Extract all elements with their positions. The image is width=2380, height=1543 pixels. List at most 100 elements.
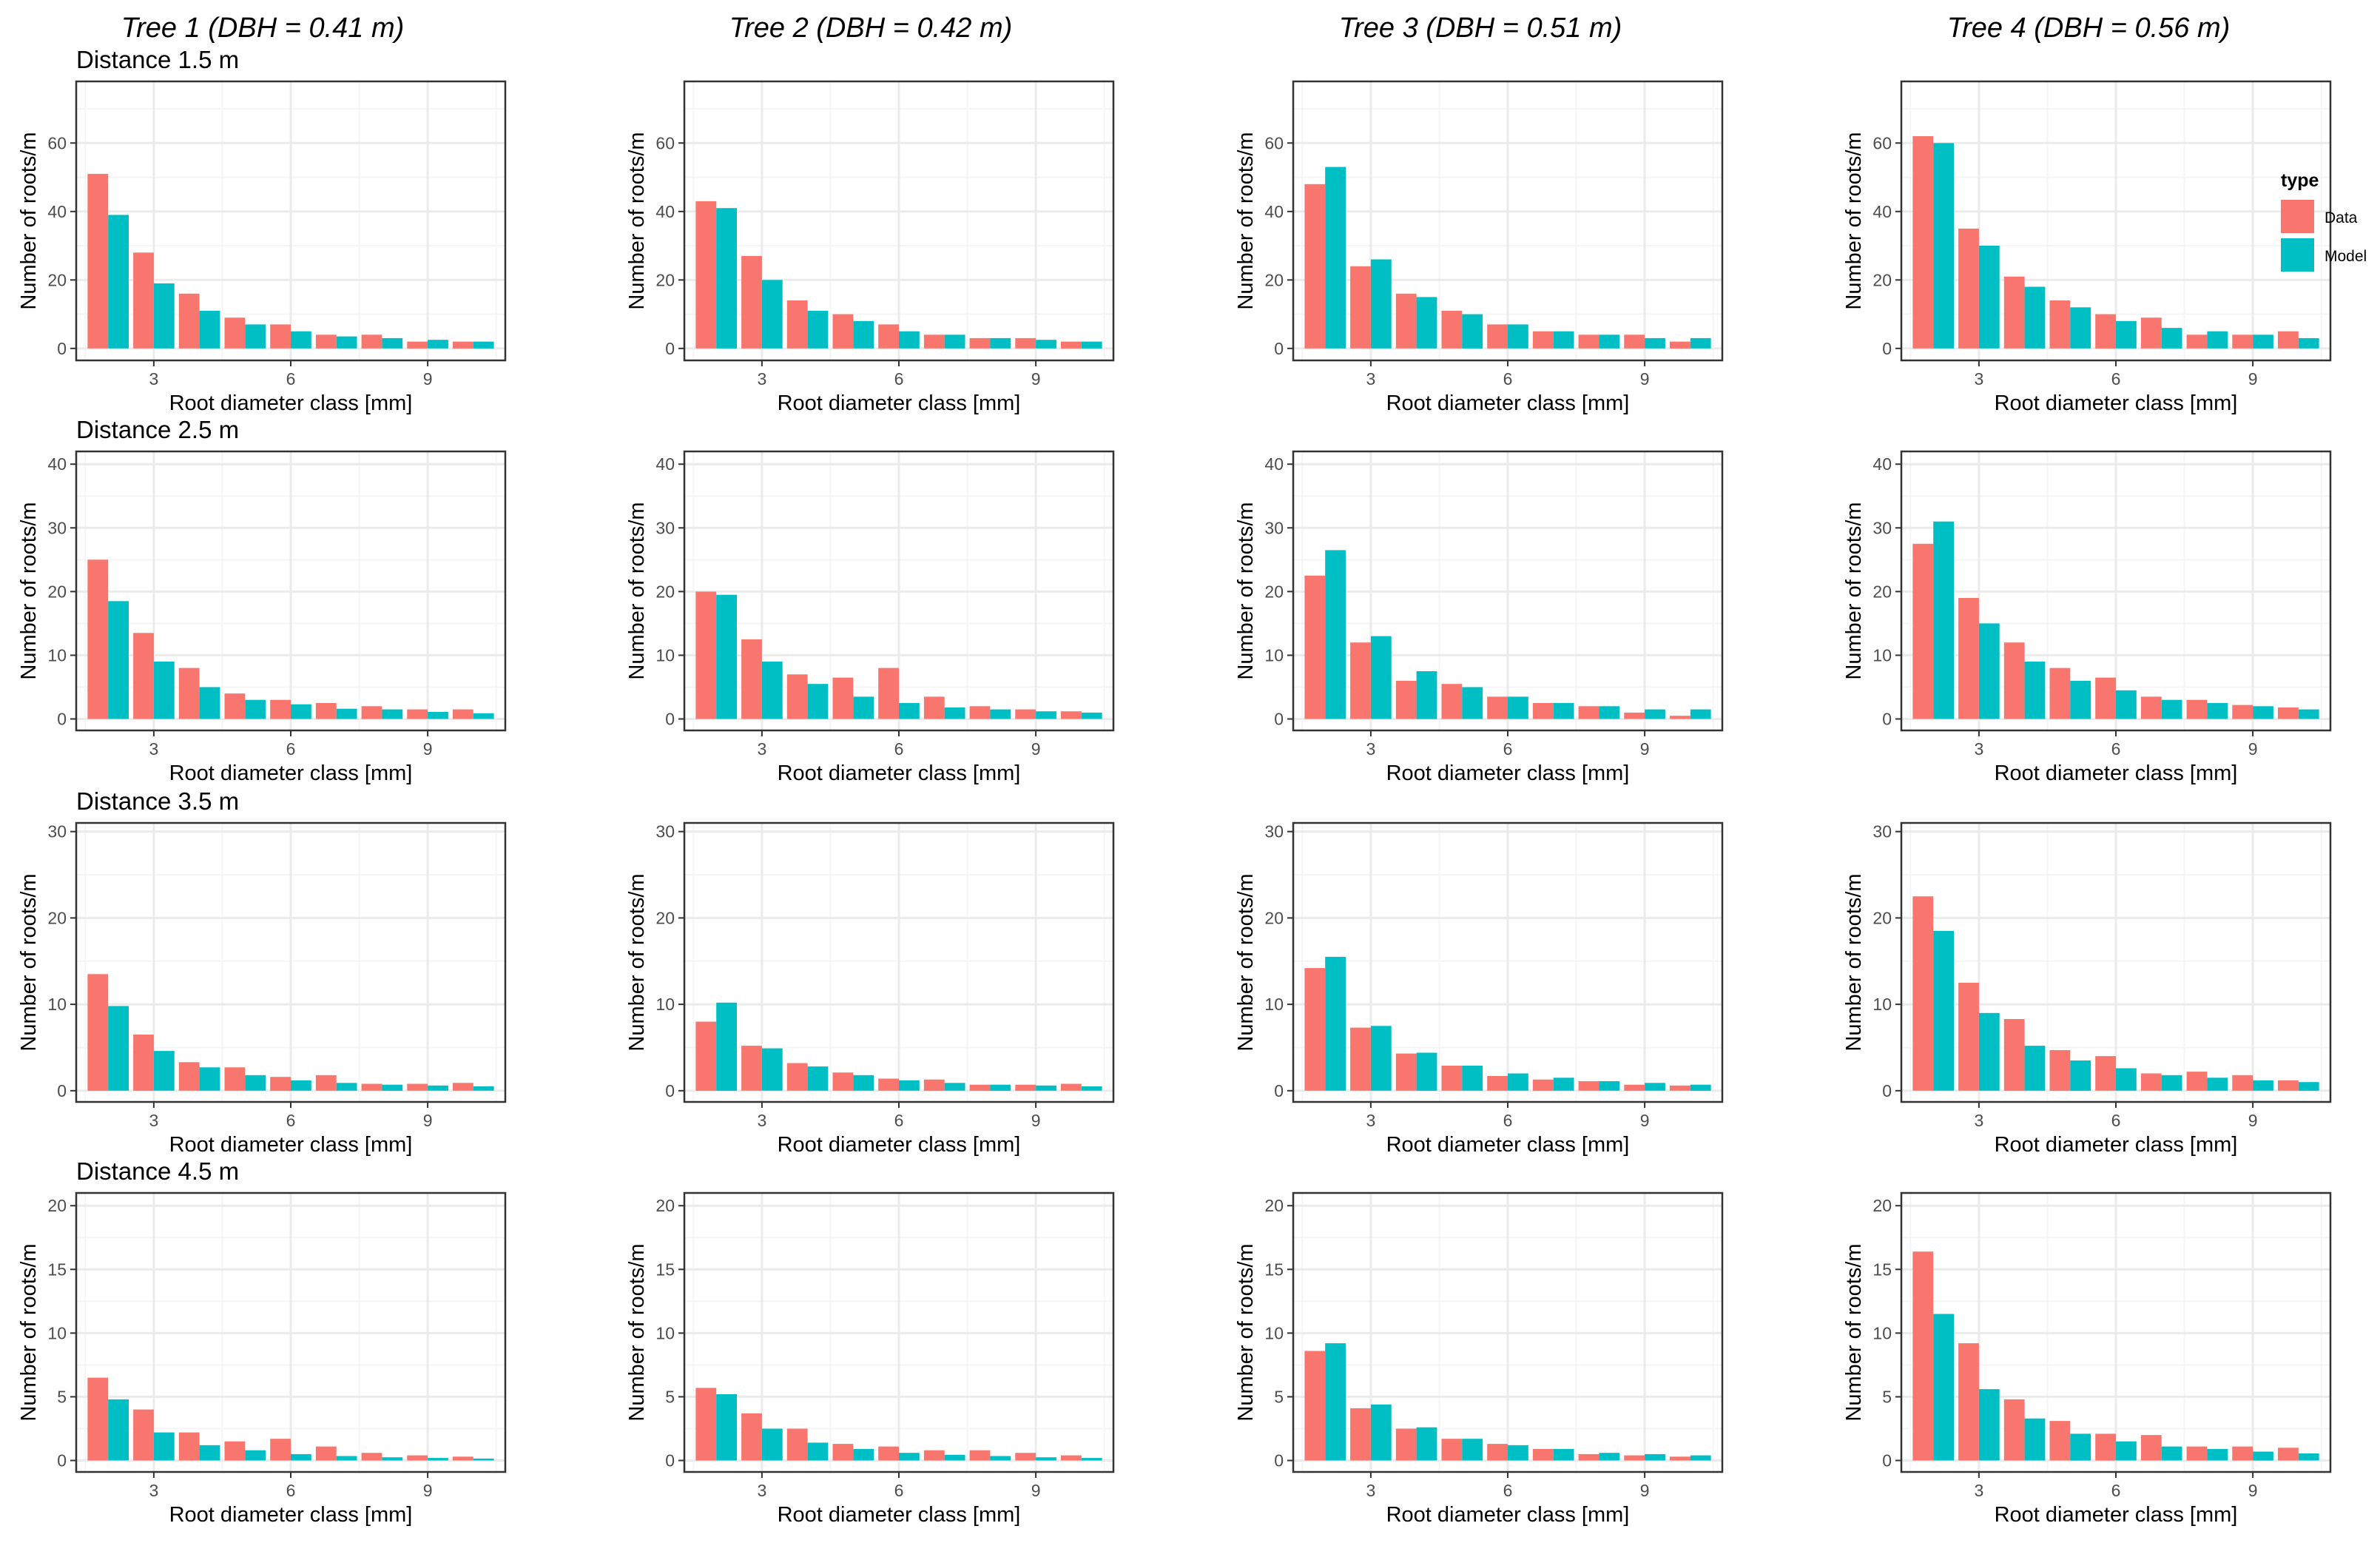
bar-data-class-9 (407, 1455, 428, 1461)
bar-model-class-10 (2298, 1082, 2319, 1091)
bar-model-class-3 (761, 1048, 783, 1091)
x-axis-title: Root diameter class [mm] (1386, 762, 1630, 785)
panel-row3-col1: 0 10 20 30 3 6 9 Root diameter class [mm] Number… (17, 822, 507, 1157)
bar-data-class-8 (361, 335, 382, 349)
bar-data-class-10 (1061, 711, 1082, 719)
x-tick-label: 6 (1503, 1111, 1513, 1130)
bar-model-class-5 (1462, 1439, 1483, 1461)
y-tick-label: 15 (47, 1260, 67, 1279)
x-tick-label: 9 (2248, 369, 2258, 389)
y-tick-label: 20 (47, 270, 67, 289)
x-tick-label: 6 (2111, 1481, 2121, 1500)
bar-model-class-5 (245, 1075, 266, 1091)
bar-data-class-3 (1350, 266, 1371, 349)
bar-model-class-7 (944, 1083, 965, 1091)
y-axis-title: Number of roots/m (17, 1243, 41, 1421)
bar-model-class-3 (1370, 259, 1392, 349)
bar-data-class-9 (1015, 709, 1036, 719)
bar-model-class-10 (1690, 1455, 1711, 1461)
y-axis-title: Number of roots/m (1842, 132, 1866, 309)
bar-model-class-7 (2161, 1075, 2182, 1091)
bar-model-class-10 (1690, 337, 1711, 349)
y-tick-label: 0 (1274, 1081, 1284, 1100)
bar-model-class-4 (807, 310, 829, 349)
bar-model-class-8 (2207, 1078, 2228, 1091)
bar-data-class-7 (2140, 1073, 2162, 1091)
y-tick-label: 5 (57, 1387, 67, 1406)
bar-data-class-8 (2186, 699, 2208, 719)
bar-data-class-8 (969, 337, 991, 349)
y-tick-label: 10 (1264, 995, 1284, 1014)
y-tick-label: 20 (1264, 908, 1284, 927)
bar-model-class-6 (291, 1080, 311, 1091)
x-tick-label: 3 (1974, 369, 1983, 389)
bar-data-class-5 (1441, 684, 1463, 719)
y-tick-label: 60 (47, 133, 67, 152)
y-tick-label: 20 (1872, 908, 1892, 927)
bar-data-class-2 (695, 201, 717, 349)
bar-data-class-4 (786, 1063, 808, 1091)
y-tick-label: 10 (1264, 645, 1284, 665)
x-tick-label: 3 (149, 1111, 158, 1130)
bar-model-class-2 (1933, 521, 1954, 719)
bar-model-class-3 (1370, 636, 1392, 719)
bar-data-class-4 (1395, 293, 1417, 349)
panel-row3-col4: 0 10 20 30 3 6 9 Root diameter class [mm] Number… (1842, 822, 2332, 1157)
bar-data-class-6 (270, 1439, 291, 1461)
bar-model-class-9 (428, 340, 448, 349)
bar-data-class-7 (1532, 1079, 1554, 1091)
y-tick-label: 20 (1264, 1196, 1284, 1215)
bar-data-class-2 (1912, 896, 1934, 1091)
bar-model-class-3 (761, 662, 783, 719)
bar-model-class-2 (108, 1006, 129, 1091)
y-axis-title: Number of roots/m (1842, 502, 1866, 679)
bar-data-class-7 (315, 703, 337, 719)
bar-model-class-8 (382, 337, 403, 349)
bar-model-class-10 (1081, 712, 1102, 719)
bar-data-class-6 (1487, 1076, 1508, 1091)
y-tick-label: 30 (655, 518, 675, 537)
bar-model-class-9 (1645, 709, 1665, 719)
bar-data-class-10 (453, 341, 473, 349)
panel-row2-col3: 0 10 20 30 40 3 6 9 Root diameter class [mm] Numb… (1234, 450, 1724, 785)
y-axis-title: Number of roots/m (1842, 873, 1866, 1051)
x-tick-label: 6 (894, 1111, 904, 1130)
y-tick-label: 40 (1872, 202, 1892, 221)
bar-model-class-4 (199, 1445, 220, 1461)
bar-model-class-4 (199, 1067, 220, 1091)
bar-model-class-2 (108, 215, 129, 349)
bar-data-class-6 (270, 1077, 291, 1091)
y-tick-label: 30 (1872, 822, 1892, 841)
bar-model-class-8 (1599, 1453, 1620, 1461)
x-tick-label: 9 (1031, 1111, 1041, 1130)
bar-data-class-2 (87, 974, 109, 1091)
bar-data-class-3 (1350, 1027, 1371, 1091)
y-axis-title: Number of roots/m (1234, 873, 1258, 1051)
bar-data-class-9 (1624, 1084, 1645, 1091)
bar-model-class-2 (1325, 550, 1346, 719)
bar-data-class-8 (361, 1453, 382, 1461)
y-axis-title: Number of roots/m (625, 502, 649, 679)
bar-model-class-2 (1325, 1343, 1346, 1461)
y-axis-title: Number of roots/m (17, 502, 41, 679)
bar-data-class-6 (2095, 1433, 2116, 1461)
y-tick-label: 20 (1264, 582, 1284, 601)
bar-data-class-9 (1015, 337, 1036, 349)
x-tick-label: 9 (2248, 1111, 2258, 1130)
y-tick-label: 40 (47, 202, 67, 221)
x-tick-label: 9 (423, 739, 433, 759)
bar-data-class-7 (1532, 1449, 1554, 1461)
bar-model-class-6 (899, 1080, 920, 1091)
bar-model-class-3 (153, 662, 175, 719)
y-tick-label: 30 (1872, 518, 1892, 537)
y-tick-label: 0 (1882, 1451, 1892, 1470)
bar-model-class-8 (382, 1457, 403, 1461)
bar-model-class-5 (853, 320, 874, 349)
bar-data-class-6 (2095, 314, 2116, 349)
bar-data-class-9 (407, 1083, 428, 1091)
bar-data-class-4 (2003, 1019, 2025, 1091)
row-title-distance-2-5: Distance 2.5 m (76, 416, 239, 443)
bar-model-class-5 (2070, 307, 2091, 349)
bar-model-class-10 (2298, 337, 2319, 349)
